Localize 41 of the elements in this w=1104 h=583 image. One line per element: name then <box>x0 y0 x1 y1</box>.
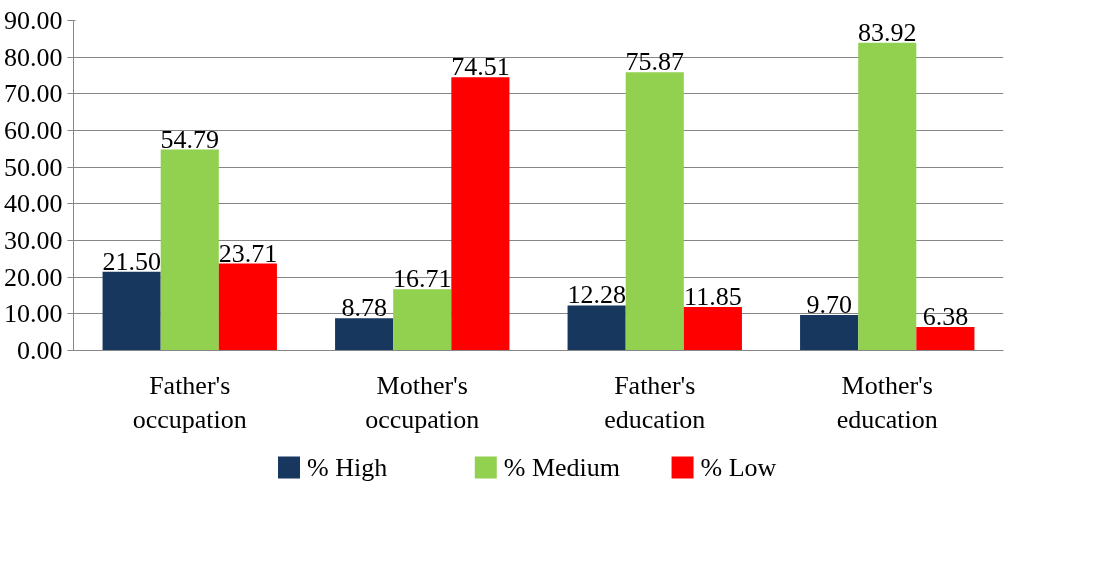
bar <box>160 149 219 351</box>
y-tick-label: 30.00 <box>4 226 63 255</box>
data-label: 54.79 <box>160 124 219 154</box>
x-tick-label: Father's education <box>604 370 706 435</box>
bar <box>858 42 917 351</box>
bar <box>393 289 452 351</box>
data-label: 6.38 <box>922 302 969 332</box>
bar <box>218 263 277 351</box>
y-tick-label: 10.00 <box>4 299 63 329</box>
data-label: 75.87 <box>625 47 684 77</box>
x-tick-label: Father's occupation <box>132 370 247 435</box>
legend-label: % Low <box>700 453 777 482</box>
data-label: 12.28 <box>567 280 626 310</box>
x-tick-label: Mother's occupation <box>365 370 480 435</box>
data-label: 11.85 <box>684 282 742 312</box>
legend-label: % High <box>307 453 388 482</box>
bar <box>683 307 742 351</box>
y-tick-label: 50.00 <box>4 152 63 182</box>
y-tick-label: 80.00 <box>4 42 63 72</box>
legend-label: % Medium <box>503 453 621 482</box>
y-tick-label: 20.00 <box>4 262 63 292</box>
data-label: 16.71 <box>393 264 452 294</box>
data-label: 74.51 <box>451 52 510 82</box>
bar <box>916 327 975 351</box>
data-label: 83.92 <box>858 17 917 47</box>
y-tick-label: 60.00 <box>4 116 63 145</box>
bar <box>102 271 161 351</box>
y-tick-label: 70.00 <box>4 79 63 109</box>
bar <box>335 318 394 351</box>
y-tick-label: 0.00 <box>17 336 63 365</box>
data-label: 8.78 <box>341 293 387 323</box>
bar <box>625 72 684 351</box>
y-tick-label: 90.00 <box>4 6 63 35</box>
x-tick-label: Mother's education <box>836 370 938 435</box>
data-label: 21.50 <box>102 246 161 276</box>
bar <box>451 77 510 351</box>
data-label: 23.71 <box>218 238 278 268</box>
y-tick-label: 40.00 <box>4 189 63 219</box>
bar <box>800 314 859 351</box>
bar <box>567 305 626 351</box>
data-label: 9.70 <box>806 289 852 319</box>
